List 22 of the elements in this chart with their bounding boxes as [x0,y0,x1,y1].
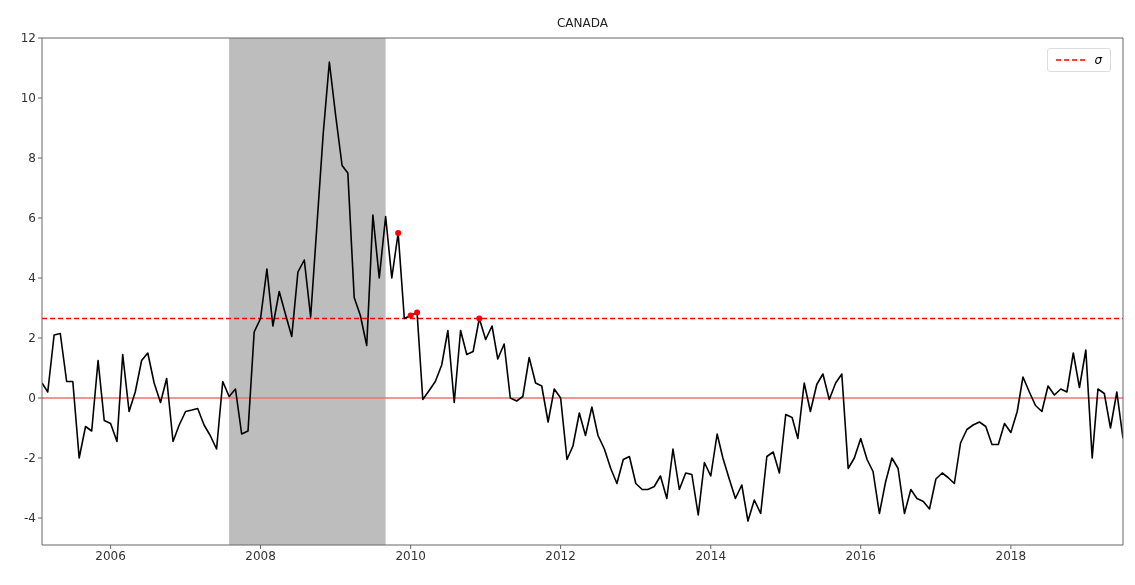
y-tick-label: -4 [24,511,36,526]
x-tick-label: 2014 [695,548,727,563]
y-tick-label: 12 [20,31,36,46]
point [407,312,414,319]
x-tick-label: 2012 [545,548,576,563]
point [476,315,483,322]
x-tick-label: 2006 [95,548,126,563]
x-tick-label: 2018 [995,548,1027,563]
x-tick-label: 2010 [395,548,426,563]
x-tick-label: 2016 [845,548,876,563]
y-tick-label: 0 [28,391,36,406]
chart-title: CANADA [556,16,609,30]
point [414,309,421,316]
x-tick-label: 2008 [245,548,276,563]
y-tick-label: 8 [28,151,36,166]
y-tick-label: -2 [24,451,36,466]
y-tick-label: 2 [28,331,36,346]
point [395,230,402,236]
y-tick-label: 10 [20,91,36,106]
legend-label: σ [1094,53,1102,67]
y-tick-label: 6 [28,211,36,226]
y-tick-label: 4 [28,271,36,286]
